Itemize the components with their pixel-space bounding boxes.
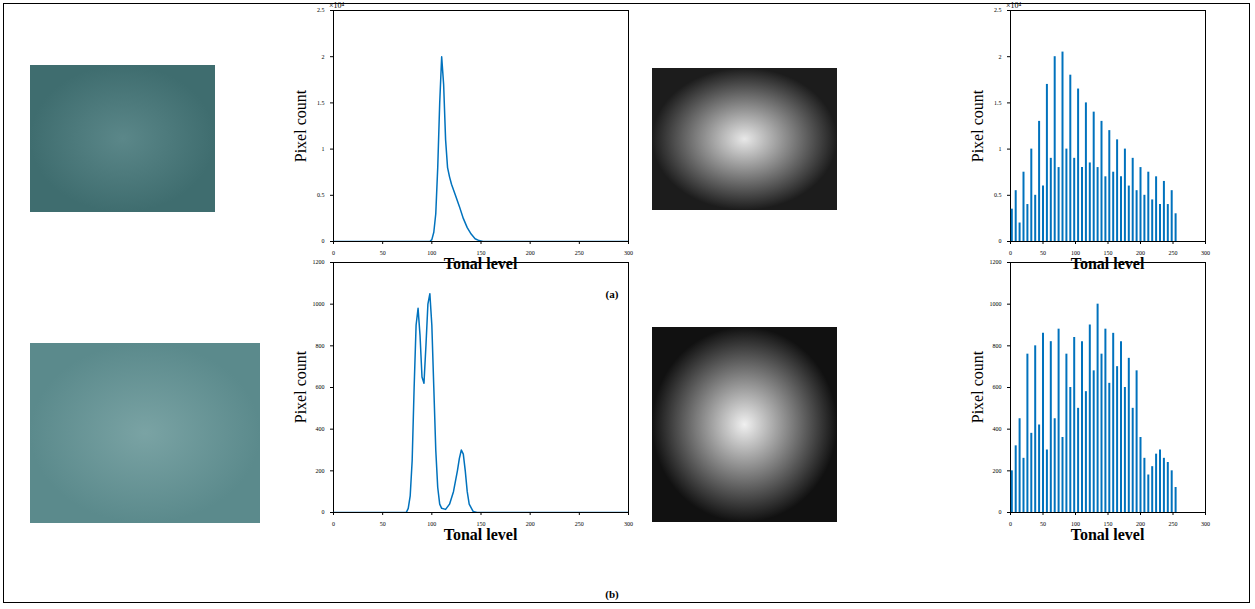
svg-text:300: 300	[624, 250, 633, 256]
svg-text:600: 600	[316, 384, 325, 390]
svg-text:250: 250	[575, 250, 584, 256]
html-text:Pixel count: Pixel count	[292, 350, 309, 424]
svg-text:200: 200	[1136, 250, 1145, 256]
svg-text:250: 250	[1169, 521, 1178, 527]
svg-text:2: 2	[999, 54, 1002, 60]
svg-text:50: 50	[380, 250, 386, 256]
html-text:×10⁴: ×10⁴	[329, 1, 345, 10]
svg-text:1000: 1000	[313, 301, 325, 307]
svg-text:1200: 1200	[313, 259, 325, 265]
svg-text:800: 800	[993, 343, 1002, 349]
html-text:(b): (b)	[605, 588, 619, 600]
svg-text:0.5: 0.5	[994, 192, 1002, 198]
svg-text:0: 0	[1009, 250, 1012, 256]
svg-text:0: 0	[999, 238, 1002, 244]
svg-text:1.5: 1.5	[317, 100, 325, 106]
svg-text:200: 200	[526, 521, 535, 527]
svg-text:2: 2	[322, 54, 325, 60]
svg-text:100: 100	[427, 250, 436, 256]
svg-text:150: 150	[1104, 521, 1113, 527]
svg-text:200: 200	[316, 468, 325, 474]
svg-text:250: 250	[1169, 250, 1178, 256]
svg-text:100: 100	[427, 521, 436, 527]
svg-text:300: 300	[1201, 250, 1210, 256]
svg-text:0: 0	[322, 238, 325, 244]
svg-text:50: 50	[380, 521, 386, 527]
svg-text:0: 0	[999, 509, 1002, 515]
svg-text:1.5: 1.5	[994, 100, 1002, 106]
html-text:Tonal level: Tonal level	[443, 526, 518, 543]
svg-text:400: 400	[993, 426, 1002, 432]
svg-text:0: 0	[332, 521, 335, 527]
svg-text:50: 50	[1040, 521, 1046, 527]
html-text:Tonal level: Tonal level	[1070, 526, 1145, 543]
svg-text:100: 100	[1071, 250, 1080, 256]
html-text:Pixel count: Pixel count	[969, 89, 986, 162]
svg-text:150: 150	[1104, 250, 1113, 256]
html-text:Pixel count: Pixel count	[969, 350, 986, 424]
svg-text:400: 400	[316, 426, 325, 432]
svg-text:1200: 1200	[990, 259, 1002, 265]
svg-text:2.5: 2.5	[317, 7, 325, 13]
html-text:(a): (a)	[605, 288, 619, 300]
svg-text:200: 200	[1136, 521, 1145, 527]
svg-text:0: 0	[332, 250, 335, 256]
svg-text:0: 0	[1009, 521, 1012, 527]
svg-text:150: 150	[477, 250, 486, 256]
svg-text:800: 800	[316, 343, 325, 349]
svg-text:250: 250	[575, 521, 584, 527]
svg-text:0.5: 0.5	[317, 192, 325, 198]
svg-text:0: 0	[322, 509, 325, 515]
svg-text:200: 200	[526, 250, 535, 256]
svg-text:1: 1	[999, 146, 1002, 152]
svg-text:600: 600	[993, 384, 1002, 390]
svg-text:2.5: 2.5	[994, 7, 1002, 13]
svg-text:300: 300	[624, 521, 633, 527]
svg-text:150: 150	[477, 521, 486, 527]
html-text:Tonal level: Tonal level	[1070, 255, 1145, 272]
html-text:Tonal level: Tonal level	[443, 255, 518, 272]
svg-text:50: 50	[1040, 250, 1046, 256]
svg-text:1: 1	[322, 146, 325, 152]
html-text:×10⁴: ×10⁴	[1006, 1, 1022, 10]
html-text:Pixel count: Pixel count	[292, 89, 309, 162]
svg-text:1000: 1000	[990, 301, 1002, 307]
svg-text:300: 300	[1201, 521, 1210, 527]
svg-text:100: 100	[1071, 521, 1080, 527]
svg-text:200: 200	[993, 468, 1002, 474]
